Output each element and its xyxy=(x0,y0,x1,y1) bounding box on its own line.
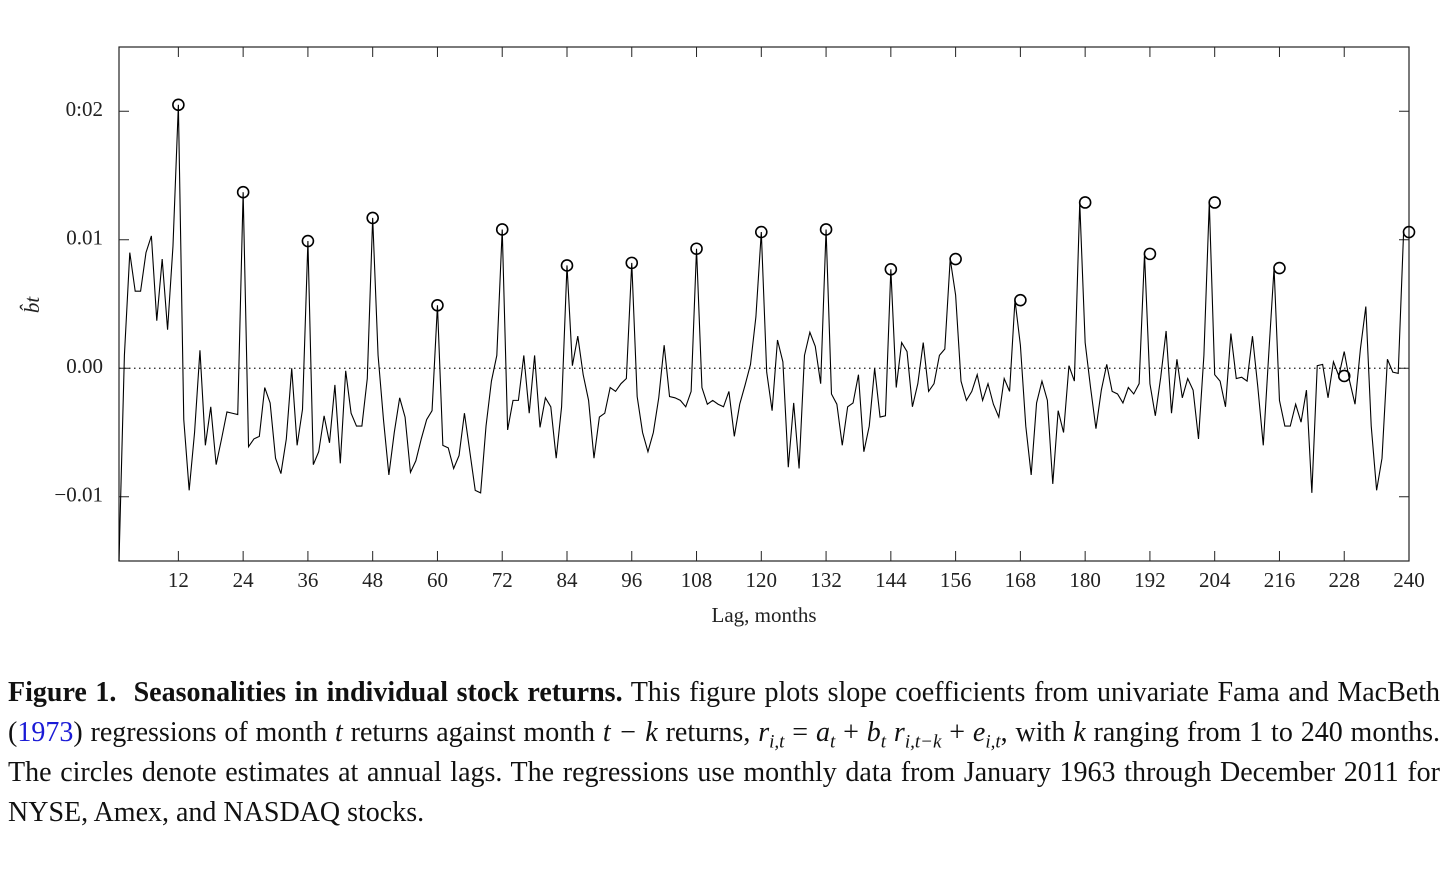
math: t xyxy=(334,717,343,748)
annual-marker xyxy=(431,298,444,312)
annual-marker xyxy=(1208,196,1221,209)
annual-marker xyxy=(1078,196,1092,209)
x-axis-label: Lag, months xyxy=(712,603,817,627)
math-sub: i,t xyxy=(769,731,785,753)
math: k xyxy=(1073,717,1086,748)
annual-marker xyxy=(819,223,833,236)
caption-text: This figure plots slope coefficients fro… xyxy=(8,677,1440,748)
x-tick-label: 192 xyxy=(1134,568,1166,592)
math-sub: t xyxy=(829,731,836,753)
math: + xyxy=(835,717,867,748)
y-tick-label: 0:02 xyxy=(66,97,103,121)
x-tick-label: 108 xyxy=(681,568,713,592)
annual-marker xyxy=(1143,247,1157,261)
math-sub: t xyxy=(880,731,887,753)
annual-marker xyxy=(1014,293,1027,307)
x-tick-label: 60 xyxy=(427,568,448,592)
chart: Lag, months b̂t 12 24 36 48 60 72 84 96 108 120 13… xyxy=(20,46,1425,627)
x-tick-label: 144 xyxy=(875,568,907,592)
data-line xyxy=(118,104,1405,562)
x-tick-label: 36 xyxy=(297,568,318,592)
math: + xyxy=(941,717,973,748)
annual-marker xyxy=(495,223,509,236)
annual-marker xyxy=(625,256,639,270)
annual-marker xyxy=(366,211,379,225)
x-tick-label: 204 xyxy=(1199,568,1231,592)
annual-marker xyxy=(1273,261,1286,275)
math: b xyxy=(866,717,881,748)
y-tick-label: −0.01 xyxy=(54,483,103,507)
annual-marker xyxy=(949,252,962,266)
x-tick-label: 132 xyxy=(810,568,842,592)
x-tick-label: 240 xyxy=(1393,568,1425,592)
caption-text: ) regressions of month xyxy=(73,717,335,748)
x-tick-label: 120 xyxy=(746,568,778,592)
caption-text: returns, xyxy=(657,717,759,748)
math: e xyxy=(972,717,986,748)
y-tick-label: 0.01 xyxy=(66,226,103,250)
annual-marker xyxy=(560,259,574,272)
x-tick-label: 228 xyxy=(1328,568,1360,592)
annual-marker xyxy=(236,185,250,199)
citation-link[interactable]: 1973 xyxy=(17,717,74,748)
annual-marker xyxy=(884,263,898,276)
caption-text: ranging from 1 to 240 months. The circle… xyxy=(8,717,1441,828)
math: a xyxy=(815,717,830,748)
x-tick-label: 216 xyxy=(1264,568,1296,592)
math-sub: i,t−k xyxy=(904,731,942,753)
math: r xyxy=(893,717,905,748)
x-tick-label: 96 xyxy=(621,568,642,592)
annual-marker xyxy=(755,225,768,239)
annual-marker xyxy=(301,234,315,248)
x-tick-label: 48 xyxy=(362,568,383,592)
caption-text: , with xyxy=(1000,717,1074,748)
annual-marker xyxy=(172,98,185,112)
math: t − k xyxy=(602,717,658,748)
caption-heading: Seasonalities in individual stock return… xyxy=(133,677,623,708)
caption-text: returns against month xyxy=(342,717,603,748)
x-tick-label: 168 xyxy=(1005,568,1037,592)
x-tick-label: 84 xyxy=(556,568,578,592)
y-tick-label: 0.00 xyxy=(66,354,103,378)
x-tick-label: 180 xyxy=(1069,568,1101,592)
caption-label: Figure 1. xyxy=(8,677,117,708)
annual-marker xyxy=(690,242,703,256)
x-tick-label: 12 xyxy=(168,568,189,592)
math-sub: i,t xyxy=(985,731,1001,753)
annual-marker xyxy=(1402,225,1416,239)
annual-marker xyxy=(1337,369,1351,383)
x-tick-label: 24 xyxy=(233,568,255,592)
x-tick-label: 156 xyxy=(940,568,972,592)
x-tick-label: 72 xyxy=(492,568,513,592)
math: r xyxy=(758,717,770,748)
math xyxy=(886,717,894,748)
plot-frame xyxy=(118,46,1410,562)
y-axis-label: b̂t xyxy=(20,296,44,314)
caption: Figure 1. Seasonalities in individual st… xyxy=(8,673,1440,833)
math: = xyxy=(784,717,816,748)
